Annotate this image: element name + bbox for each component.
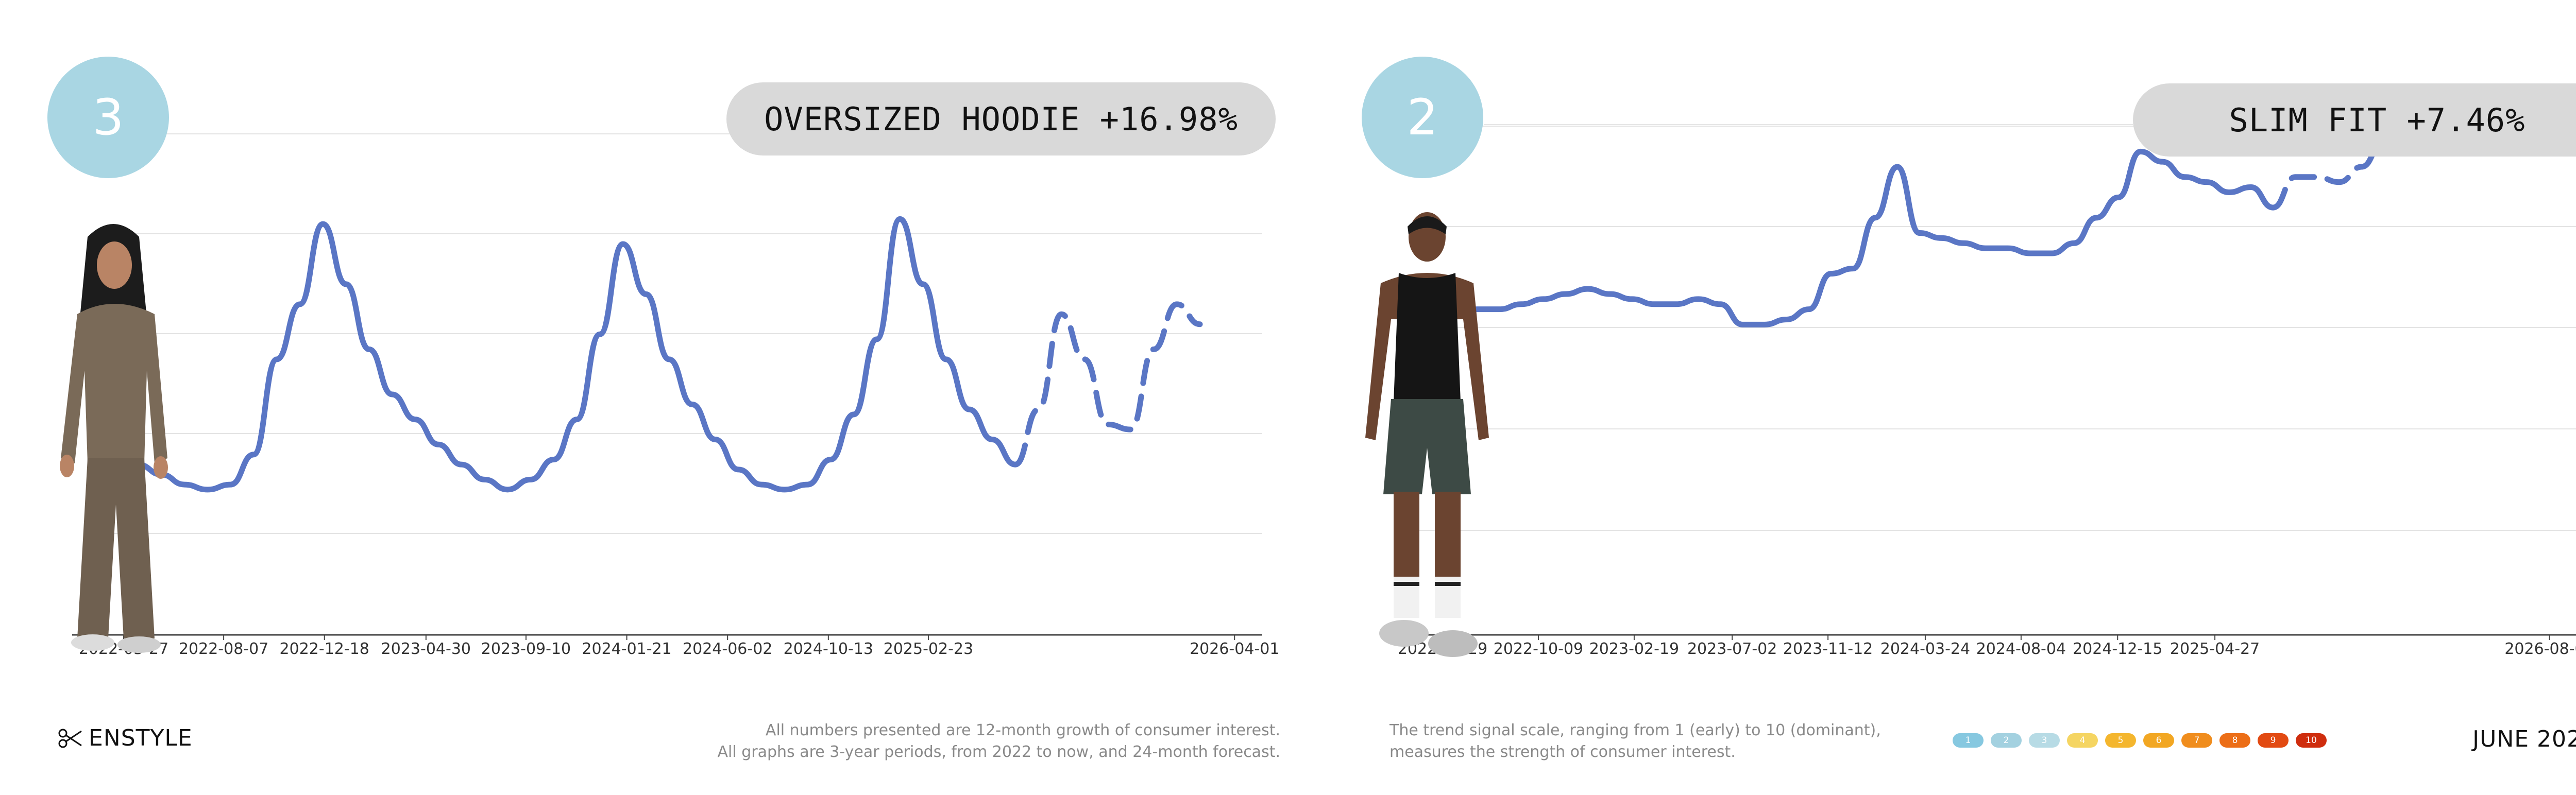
x-tick-label: 2024-01-21	[582, 640, 671, 658]
scale-level-9: 9	[2258, 733, 2289, 748]
x-tick-label: 2023-07-02	[1687, 640, 1777, 658]
methodology-note-line: All graphs are 3-year periods, from 2022…	[717, 743, 1280, 761]
x-tick-label: 2024-10-13	[784, 640, 873, 658]
forecast-line	[1012, 301, 1203, 468]
trend-panel-oversized-hoodie: 2022-03-272022-08-072022-12-182023-04-30…	[0, 0, 1319, 680]
trend-title-pill: OVERSIZED HOODIE +16.98%	[726, 82, 1276, 155]
trend-panel-slim-fit: 2022-05-292022-10-092023-02-192023-07-02…	[1340, 0, 2576, 680]
x-tick-label: 2024-12-15	[2073, 640, 2162, 658]
x-tick-label: 2024-06-02	[683, 640, 772, 658]
rank-badge: 2	[1362, 57, 1483, 178]
brand-name: ENSTYLE	[89, 725, 193, 751]
x-tick-label: 2025-04-27	[2170, 640, 2260, 658]
x-tick-label: 2023-02-19	[1589, 640, 1679, 658]
brand-logo: ENSTYLE	[58, 725, 193, 751]
trend-signal-scale: 1 2 3 4 5 6 7 8 9 10	[1953, 733, 2327, 748]
x-tick-label: 2025-02-23	[884, 640, 973, 658]
trend-chart-slim-fit: 2022-05-292022-10-092023-02-192023-07-02…	[1391, 124, 2576, 658]
x-tick-label: 2024-08-04	[1976, 640, 2066, 658]
trend-title-pill: SLIM FIT +7.46%	[2133, 83, 2576, 157]
methodology-note-line: All numbers presented are 12-month growt…	[765, 721, 1280, 739]
x-tick-label: 2022-10-09	[1494, 640, 1583, 658]
x-tick-label: 2023-09-10	[481, 640, 571, 658]
report-date: JUNE 2025	[2472, 726, 2576, 752]
x-tick-label: 2022-12-18	[280, 640, 369, 658]
scale-level-10: 10	[2296, 733, 2327, 748]
scale-level-1: 1	[1953, 733, 1984, 748]
scale-level-5: 5	[2105, 733, 2136, 748]
x-tick-label: 2026-04-01	[1190, 640, 1279, 658]
x-tick-label: 2023-11-12	[1783, 640, 1873, 658]
trend-line	[112, 216, 1019, 493]
trend-chart-oversized-hoodie: 2022-03-272022-08-072022-12-182023-04-30…	[72, 133, 1279, 658]
scale-description: The trend signal scale, ranging from 1 (…	[1389, 720, 1881, 763]
rank-badge: 3	[47, 57, 169, 178]
x-tick-label: 2024-03-24	[1880, 640, 1970, 658]
slim-fit-model-figure	[1365, 212, 1489, 657]
trend-line	[1430, 148, 2276, 338]
scale-level-8: 8	[2219, 733, 2250, 748]
hoodie-model-figure	[60, 224, 168, 653]
x-tick-label: 2023-04-30	[381, 640, 471, 658]
scale-level-4: 4	[2067, 733, 2098, 748]
scale-level-7: 7	[2181, 733, 2212, 748]
x-tick-label: 2022-08-07	[179, 640, 268, 658]
scale-level-2: 2	[1991, 733, 2022, 748]
scissors-icon	[58, 729, 82, 748]
scale-description-line: The trend signal scale, ranging from 1 (…	[1389, 721, 1881, 739]
scale-description-line: measures the strength of consumer intere…	[1389, 743, 1736, 761]
scale-level-6: 6	[2143, 733, 2174, 748]
methodology-note: All numbers presented are 12-month growt…	[718, 720, 1280, 763]
x-tick-label: 2026-08-01	[2504, 640, 2576, 658]
scale-level-3: 3	[2029, 733, 2060, 748]
